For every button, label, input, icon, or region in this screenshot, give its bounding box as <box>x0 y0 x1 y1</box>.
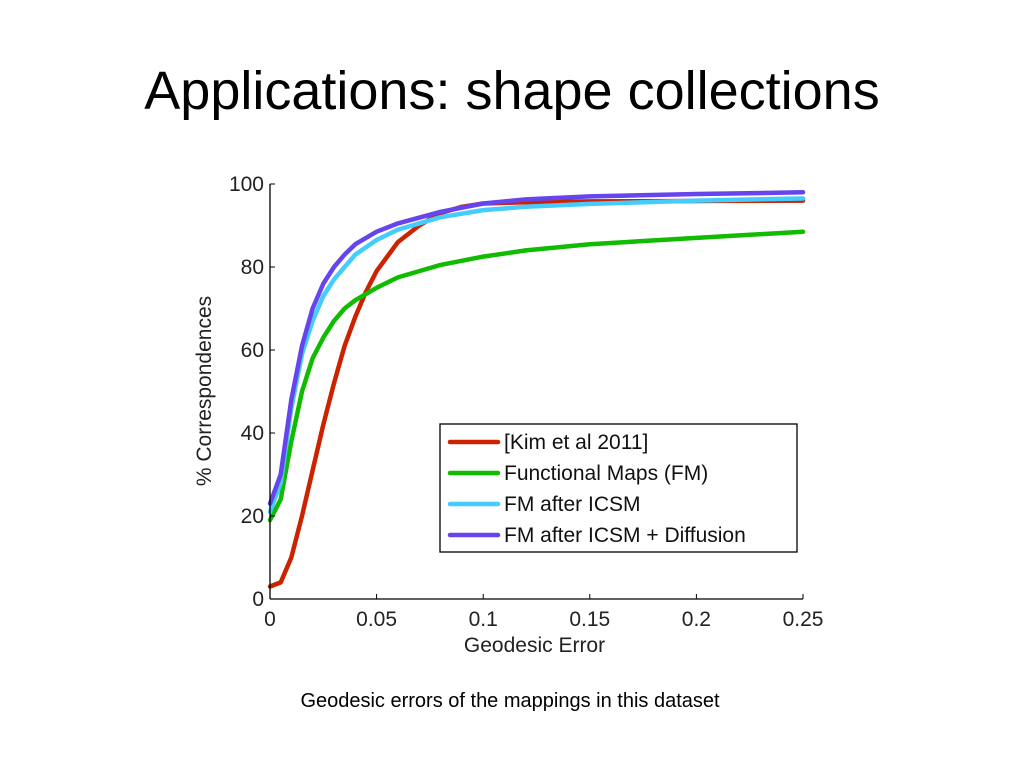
axes: 0 0.05 0.1 0.15 0.2 0.25 0 20 40 60 80 100 Geodesic … <box>193 173 823 657</box>
x-tick-label-4: 0.2 <box>682 608 711 631</box>
y-tick-label-0: 0 <box>252 588 264 611</box>
x-axis-label: Geodesic Error <box>464 634 605 657</box>
y-tick-label-2: 40 <box>241 422 264 445</box>
y-tick-label-5: 100 <box>229 173 264 196</box>
series-line-0 <box>267 198 806 589</box>
legend-label-0: [Kim et al 2011] <box>504 431 648 454</box>
y-axis-label: % Correspondences <box>193 296 216 486</box>
x-tick-label-0: 0 <box>264 608 276 631</box>
slide-title: Applications: shape collections <box>144 61 880 121</box>
legend-box <box>439 423 798 553</box>
series-line-1 <box>267 229 806 523</box>
x-tick-label-1: 0.05 <box>356 608 397 631</box>
figure-caption: Geodesic errors of the mappings in this … <box>300 690 720 712</box>
legend-label-3: FM after ICSM + Diffusion <box>504 524 746 547</box>
legend: [Kim et al 2011] Functional Maps (FM) FM a… <box>439 423 798 553</box>
series-line-3 <box>267 190 806 506</box>
x-tick-label-2: 0.1 <box>469 608 498 631</box>
x-tick-label-3: 0.15 <box>569 608 610 631</box>
y-tick-label-3: 60 <box>241 339 264 362</box>
y-tick-label-1: 20 <box>241 505 264 528</box>
x-tick-label-5: 0.25 <box>783 608 824 631</box>
legend-label-2: FM after ICSM <box>504 493 641 516</box>
y-tick-label-4: 80 <box>241 256 264 279</box>
legend-label-1: Functional Maps (FM) <box>504 462 708 485</box>
plot-area <box>267 190 806 589</box>
